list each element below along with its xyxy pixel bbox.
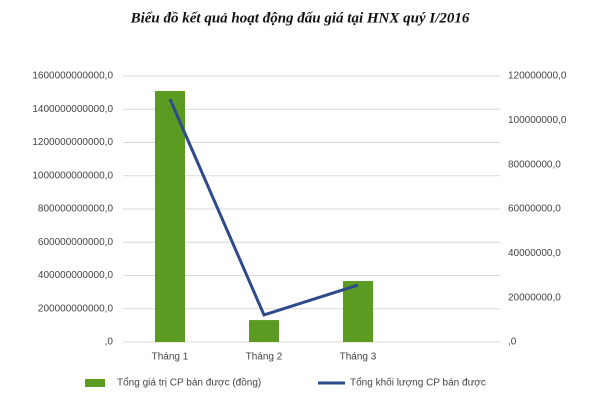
chart-title: Biểu đồ kết quả hoạt động đấu giá tại HN… bbox=[130, 10, 470, 26]
legend-label: Tổng khối lượng CP bán được bbox=[350, 377, 486, 389]
y2-tick-label: 60000000,0 bbox=[508, 204, 561, 215]
y-tick-label: 800000000000,0 bbox=[38, 204, 114, 215]
line bbox=[168, 98, 359, 317]
bar bbox=[343, 280, 373, 342]
y-tick-label: 1200000000000,0 bbox=[32, 137, 113, 148]
x-tick-label: Tháng 3 bbox=[340, 352, 377, 363]
legend-label: Tổng giá trị CP bán được (đồng) bbox=[117, 377, 261, 389]
x-tick-label: Tháng 2 bbox=[246, 352, 283, 363]
y2-tick-label: 100000000,0 bbox=[508, 115, 567, 126]
bar bbox=[155, 90, 185, 343]
y2-tick-label: 120000000,0 bbox=[508, 71, 567, 82]
y-tick-label: ,0 bbox=[105, 337, 114, 348]
legend-swatch bbox=[85, 379, 105, 387]
y2-tick-label: 40000000,0 bbox=[508, 248, 561, 259]
y2-tick-label: ,0 bbox=[508, 337, 517, 348]
y-tick-label: 1600000000000,0 bbox=[32, 71, 113, 82]
y-tick-label: 400000000000,0 bbox=[38, 270, 114, 281]
y2-tick-label: 20000000,0 bbox=[508, 292, 561, 303]
y2-tick-label: 80000000,0 bbox=[508, 159, 561, 170]
y-tick-label: 1400000000000,0 bbox=[32, 104, 113, 115]
y-tick-label: 200000000000,0 bbox=[38, 303, 114, 314]
x-tick-label: Tháng 1 bbox=[152, 352, 189, 363]
y-tick-label: 600000000000,0 bbox=[38, 237, 114, 248]
y-tick-label: 1000000000000,0 bbox=[32, 170, 113, 181]
bar bbox=[249, 320, 279, 342]
